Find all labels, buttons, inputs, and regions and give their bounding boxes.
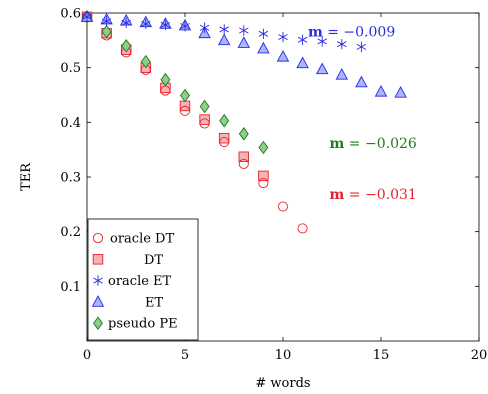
y-tick-label: 0.4 bbox=[60, 116, 81, 131]
data-point bbox=[355, 75, 368, 88]
slope-annotation: m = −0.031 bbox=[330, 187, 417, 203]
data-point bbox=[180, 20, 190, 32]
series-oracle-et bbox=[82, 11, 367, 53]
y-tick-label: 0.2 bbox=[60, 225, 81, 240]
data-point bbox=[199, 118, 210, 129]
x-tick-label: 10 bbox=[275, 348, 292, 363]
legend-label: oracle DT bbox=[110, 232, 174, 247]
legend-label: oracle ET bbox=[108, 274, 172, 289]
data-point bbox=[374, 84, 388, 97]
data-point bbox=[258, 177, 269, 189]
data-point bbox=[219, 24, 229, 35]
data-point bbox=[121, 39, 132, 53]
data-point bbox=[238, 151, 250, 163]
legend-label: pseudo PE bbox=[108, 317, 178, 332]
slope-value: = −0.031 bbox=[344, 187, 416, 203]
legend-marker bbox=[93, 316, 103, 330]
data-point bbox=[180, 88, 190, 103]
slope-symbol: m bbox=[330, 187, 345, 203]
data-point bbox=[219, 113, 230, 128]
data-point bbox=[199, 99, 210, 114]
legend-entry: oracle ET bbox=[93, 274, 172, 289]
data-point bbox=[82, 11, 92, 23]
data-point bbox=[296, 56, 309, 69]
legend-entry: DT bbox=[92, 253, 163, 268]
legend-label: ET bbox=[145, 295, 163, 310]
y-tick-label: 0.3 bbox=[60, 171, 81, 186]
data-point bbox=[199, 114, 210, 125]
data-point bbox=[101, 16, 112, 27]
data-point bbox=[140, 54, 151, 69]
slope-symbol: m bbox=[308, 25, 323, 41]
legend-marker bbox=[92, 232, 104, 244]
data-point bbox=[278, 31, 288, 43]
y-tick-label: 0.6 bbox=[60, 7, 81, 22]
slope-value: = −0.026 bbox=[344, 136, 417, 152]
data-point bbox=[277, 201, 289, 212]
data-point bbox=[356, 41, 367, 53]
data-point bbox=[258, 28, 269, 39]
data-point bbox=[199, 22, 210, 33]
legend-marker bbox=[93, 275, 103, 286]
data-point bbox=[258, 140, 269, 155]
data-point bbox=[237, 36, 251, 48]
series-oracle-dt bbox=[81, 11, 308, 234]
x-tick-label: 0 bbox=[83, 348, 91, 363]
legend-label: DT bbox=[144, 253, 163, 268]
x-tick-label: 5 bbox=[181, 348, 189, 363]
legend-entry: pseudo PE bbox=[93, 316, 178, 332]
data-point bbox=[257, 41, 270, 54]
legend-box bbox=[87, 218, 199, 341]
x-axis-label: # words bbox=[255, 376, 310, 391]
x-tick-label: 20 bbox=[471, 348, 488, 363]
y-axis-label: TER bbox=[19, 162, 34, 191]
slope-annotation: m = −0.026 bbox=[330, 136, 417, 152]
data-point bbox=[337, 38, 347, 50]
data-point bbox=[121, 17, 131, 29]
data-point bbox=[219, 136, 230, 148]
slope-value: = −0.009 bbox=[323, 25, 395, 41]
series-pseudo-pe bbox=[82, 10, 269, 155]
data-point bbox=[101, 24, 112, 39]
data-point bbox=[179, 105, 191, 116]
y-tick-label: 0.5 bbox=[60, 61, 81, 76]
data-point bbox=[141, 18, 151, 30]
legend-marker bbox=[92, 254, 104, 265]
data-point bbox=[394, 86, 407, 98]
data-point bbox=[297, 34, 308, 45]
data-point bbox=[218, 132, 230, 144]
legend-entry: oracle DT bbox=[92, 232, 174, 247]
legend-marker bbox=[91, 295, 105, 307]
x-tick-label: 15 bbox=[373, 348, 390, 363]
slope-annotation: m = −0.009 bbox=[308, 25, 395, 41]
data-point bbox=[238, 158, 249, 169]
slope-symbol: m bbox=[330, 136, 345, 152]
data-point bbox=[297, 223, 308, 234]
data-point bbox=[258, 170, 269, 182]
legend-entry: ET bbox=[91, 295, 163, 310]
data-point bbox=[217, 33, 231, 46]
y-tick-label: 0.1 bbox=[60, 280, 81, 295]
data-point bbox=[276, 49, 290, 62]
series-dt bbox=[81, 11, 269, 182]
data-point bbox=[239, 25, 249, 36]
data-point bbox=[317, 36, 327, 47]
data-point bbox=[160, 19, 171, 31]
data-point bbox=[238, 127, 249, 141]
data-point bbox=[335, 68, 349, 80]
data-point bbox=[160, 72, 171, 87]
data-point bbox=[315, 62, 329, 75]
